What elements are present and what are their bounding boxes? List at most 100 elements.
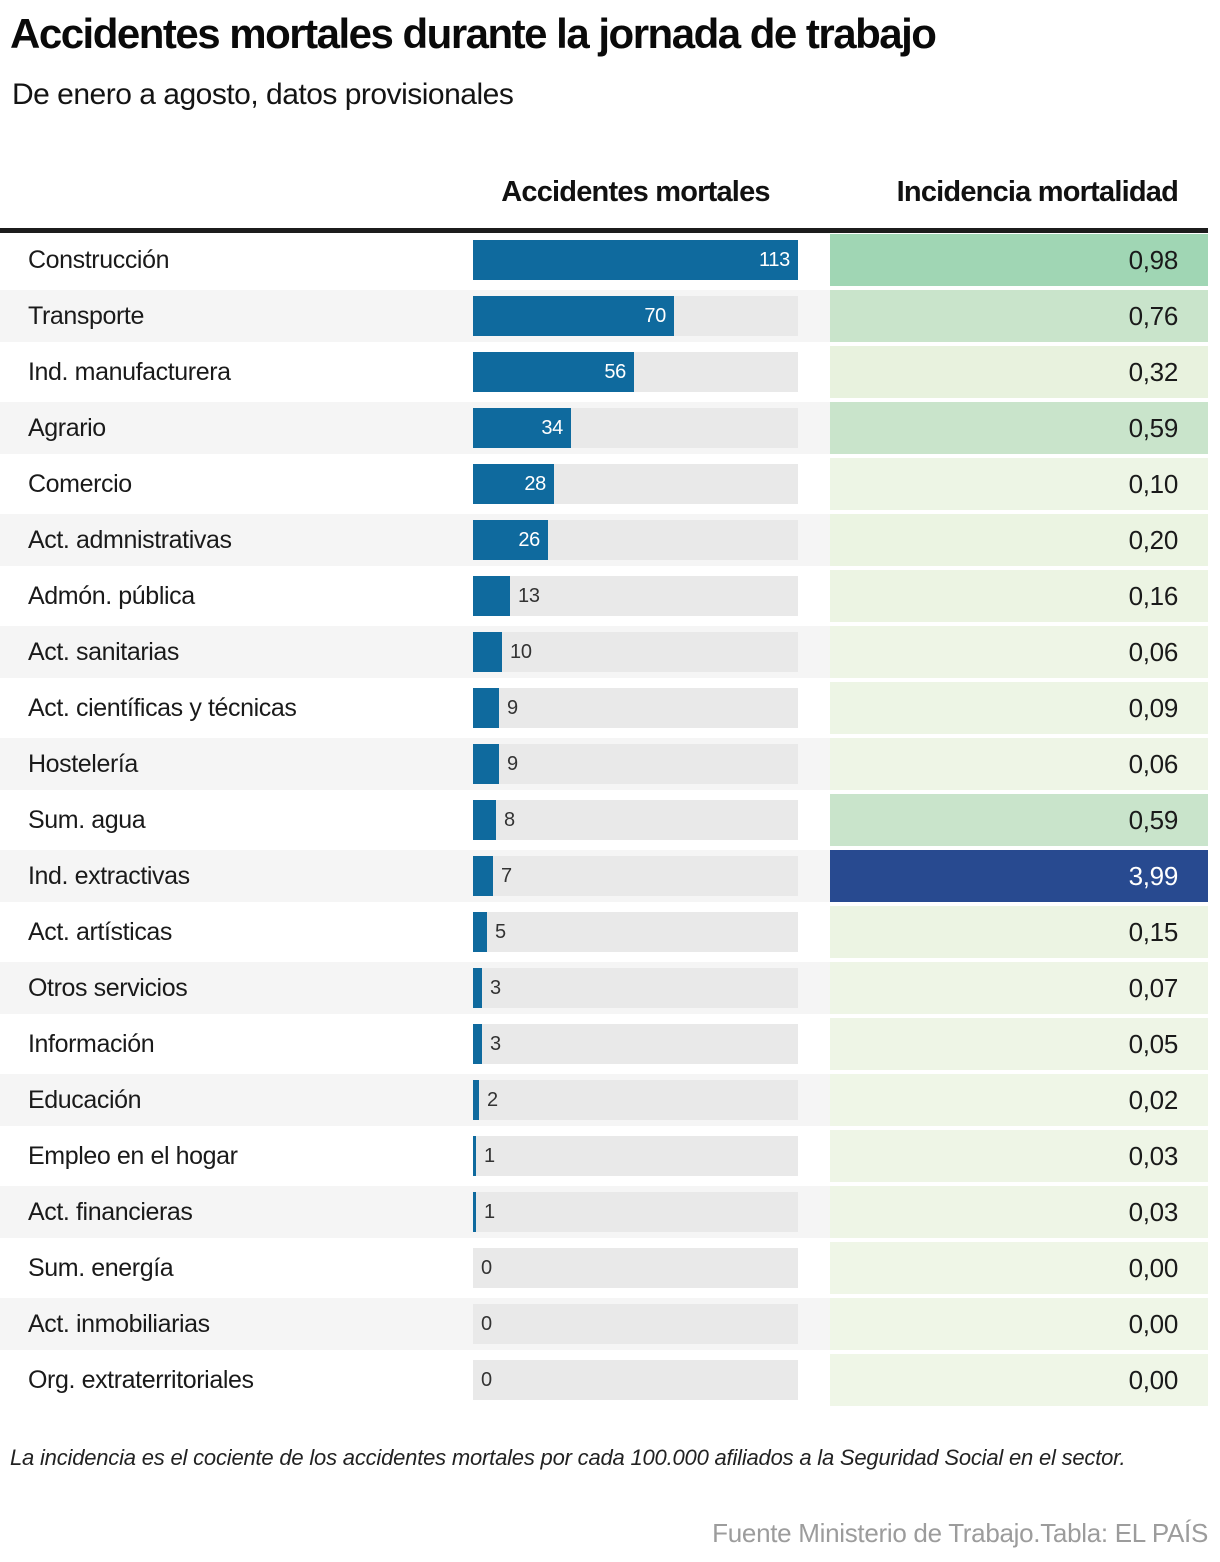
accidents-value: 3	[490, 977, 501, 999]
table-row: Org. extraterritoriales 0 0,00	[0, 1354, 1208, 1406]
sector-cell: Org. extraterritoriales 0	[0, 1354, 830, 1406]
sector-cell: Sum. energía 0	[0, 1242, 830, 1294]
page-subtitle: De enero a agosto, datos provisionales	[12, 78, 514, 111]
sector-label: Act. sanitarias	[28, 638, 180, 666]
accidents-bar	[473, 352, 634, 392]
incidence-value: 0,20	[1128, 525, 1179, 555]
table-row: Sum. energía 0 0,00	[0, 1242, 1208, 1294]
incidence-cell: 0,16	[830, 570, 1208, 622]
sector-label: Act. admnistrativas	[28, 526, 232, 554]
incidence-cell: 0,07	[830, 962, 1208, 1014]
incidence-cell: 0,09	[830, 682, 1208, 734]
column-header-incidence: Incidencia mortalidad	[896, 176, 1179, 208]
bar-track: 9	[473, 744, 798, 784]
accidents-value: 8	[504, 809, 515, 831]
footnote: La incidencia es el cociente de los acci…	[10, 1445, 1126, 1470]
incidence-cell: 0,20	[830, 514, 1208, 566]
table-row: Construcción 113 0,98	[0, 234, 1208, 286]
incidence-value: 0,02	[1128, 1085, 1179, 1115]
sector-cell: Comercio 28	[0, 458, 830, 510]
table-row: Act. artísticas 5 0,15	[0, 906, 1208, 958]
incidence-value: 0,00	[1128, 1365, 1179, 1395]
incidence-value: 0,09	[1128, 693, 1179, 723]
accidents-value: 10	[510, 641, 532, 663]
table-row: Agrario 34 0,59	[0, 402, 1208, 454]
bar-track: 13	[473, 576, 798, 616]
bar-track: 3	[473, 1024, 798, 1064]
accidents-value: 9	[507, 753, 518, 775]
incidence-cell: 0,32	[830, 346, 1208, 398]
source-credit: Fuente Ministerio de Trabajo.Tabla: EL P…	[712, 1518, 1208, 1548]
sector-label: Act. científicas y técnicas	[28, 694, 297, 722]
sector-cell: Ind. extractivas 7	[0, 850, 830, 902]
incidence-value: 0,06	[1128, 749, 1179, 779]
column-header-accidents: Accidentes mortales	[501, 176, 770, 208]
table-row: Hostelería 9 0,06	[0, 738, 1208, 790]
sector-label: Org. extraterritoriales	[28, 1366, 254, 1394]
sector-label: Comercio	[28, 470, 132, 498]
bar-track: 7	[473, 856, 798, 896]
bar-track: 0	[473, 1304, 798, 1344]
accidents-value: 3	[490, 1033, 501, 1055]
sector-cell: Act. artísticas 5	[0, 906, 830, 958]
accidents-value: 0	[481, 1257, 492, 1279]
bar-track: 1	[473, 1136, 798, 1176]
incidence-value: 0,76	[1128, 301, 1179, 331]
bar-track: 1	[473, 1192, 798, 1232]
accidents-bar	[473, 1136, 476, 1176]
incidence-value: 0,00	[1128, 1253, 1179, 1283]
table-body: Construcción 113 0,98 Transporte 70 0,76 Ind. …	[0, 234, 1208, 1410]
incidence-cell: 0,59	[830, 402, 1208, 454]
bar-track: 9	[473, 688, 798, 728]
bar-track: 56	[473, 352, 798, 392]
incidence-cell: 0,06	[830, 626, 1208, 678]
table-row: Comercio 28 0,10	[0, 458, 1208, 510]
accidents-bar	[473, 408, 571, 448]
bar-track: 10	[473, 632, 798, 672]
accidents-value: 2	[487, 1089, 498, 1111]
bar-track: 8	[473, 800, 798, 840]
incidence-cell: 0,59	[830, 794, 1208, 846]
bar-track: 2	[473, 1080, 798, 1120]
sector-cell: Act. inmobiliarias 0	[0, 1298, 830, 1350]
accidents-bar	[473, 632, 502, 672]
table-row: Empleo en el hogar 1 0,03	[0, 1130, 1208, 1182]
sector-label: Sum. agua	[28, 806, 146, 834]
table-row: Sum. agua 8 0,59	[0, 794, 1208, 846]
accidents-value: 1	[484, 1145, 495, 1167]
sector-label: Agrario	[28, 414, 106, 442]
incidence-value: 0,03	[1128, 1197, 1179, 1227]
bar-track: 113	[473, 240, 798, 280]
accidents-bar	[473, 744, 499, 784]
table-row: Otros servicios 3 0,07	[0, 962, 1208, 1014]
sector-label: Act. inmobiliarias	[28, 1310, 210, 1338]
sector-label: Admón. pública	[28, 582, 195, 610]
incidence-cell: 0,00	[830, 1298, 1208, 1350]
incidence-cell: 0,10	[830, 458, 1208, 510]
sector-cell: Ind. manufacturera 56	[0, 346, 830, 398]
sector-cell: Act. sanitarias 10	[0, 626, 830, 678]
incidence-cell: 0,06	[830, 738, 1208, 790]
bar-track: 5	[473, 912, 798, 952]
sector-cell: Admón. pública 13	[0, 570, 830, 622]
bar-track: 3	[473, 968, 798, 1008]
incidence-value: 0,59	[1128, 413, 1179, 443]
table-row: Act. financieras 1 0,03	[0, 1186, 1208, 1238]
sector-label: Ind. manufacturera	[28, 358, 231, 386]
incidence-value: 0,32	[1128, 357, 1179, 387]
bar-track: 0	[473, 1360, 798, 1400]
incidence-value: 0,15	[1128, 917, 1179, 947]
incidence-value: 0,06	[1128, 637, 1179, 667]
accidents-value: 34	[541, 417, 563, 439]
table-row: Ind. extractivas 7 3,99	[0, 850, 1208, 902]
incidence-value: 0,16	[1128, 581, 1179, 611]
accidents-bar	[473, 800, 496, 840]
accidents-bar	[473, 912, 487, 952]
accidents-bar	[473, 688, 499, 728]
sector-cell: Sum. agua 8	[0, 794, 830, 846]
accidents-value: 0	[481, 1313, 492, 1335]
accidents-bar	[473, 1024, 482, 1064]
table-row: Educación 2 0,02	[0, 1074, 1208, 1126]
accidents-bar	[473, 576, 510, 616]
sector-cell: Act. científicas y técnicas 9	[0, 682, 830, 734]
